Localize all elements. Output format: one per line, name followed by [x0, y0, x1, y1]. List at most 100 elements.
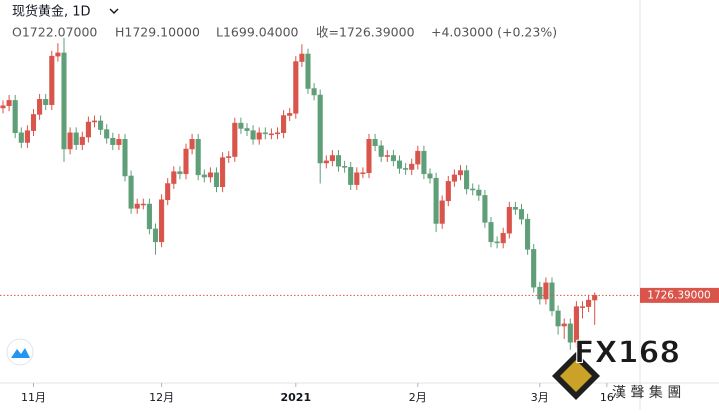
candle-body	[98, 120, 104, 130]
candle-body	[128, 175, 134, 209]
candle-body	[500, 232, 506, 244]
candle-body	[55, 52, 61, 57]
header: 现货黄金, 1D O1722.07000 H1729.10000 L1699.0…	[12, 4, 557, 40]
candle-body	[43, 99, 49, 105]
candle-body	[207, 172, 213, 178]
candle-body	[329, 155, 335, 162]
candle-body	[403, 168, 409, 170]
candle-body	[146, 203, 152, 230]
open-value: O1722.07000	[12, 25, 97, 40]
candle-body	[6, 100, 12, 107]
logo-circle[interactable]	[6, 338, 34, 366]
candle-body	[537, 286, 543, 300]
x-tick-label: 16	[600, 391, 614, 404]
candle-body	[384, 155, 390, 157]
low-value: L1699.04000	[216, 25, 299, 40]
candle-body	[262, 132, 268, 135]
x-tick-label: 11月	[21, 391, 46, 404]
candle-body	[512, 207, 518, 210]
candle-body	[378, 145, 384, 157]
candle-body	[213, 172, 220, 188]
candle-body	[360, 172, 366, 174]
candle-body	[525, 218, 531, 250]
candle-body	[73, 132, 79, 145]
change-value: +4.03000 (+0.23%)	[431, 25, 557, 40]
candle-body	[579, 306, 586, 308]
candle-body	[573, 306, 579, 343]
candle-body	[531, 249, 537, 288]
candle-body	[238, 122, 244, 129]
candle-body	[37, 99, 43, 115]
close-value: 收=1726.39000	[316, 25, 415, 40]
candle-body	[268, 133, 274, 136]
candle-body	[305, 53, 311, 89]
watermark-subtitle: 漢 聲 集 團	[612, 384, 681, 401]
candle-body	[366, 139, 372, 173]
candle-body	[226, 156, 232, 158]
candle-body	[427, 173, 433, 179]
interval-chevron[interactable]	[109, 8, 119, 14]
candle-body	[409, 163, 415, 170]
candle-body	[256, 132, 262, 140]
x-tick-label: 2月	[409, 391, 427, 404]
candle-body	[165, 183, 171, 200]
candle-body	[451, 174, 457, 182]
candle-body	[134, 203, 140, 209]
candle-body	[281, 115, 287, 134]
candle-body	[586, 299, 592, 307]
candle-body	[433, 177, 439, 224]
candle-body	[390, 155, 396, 162]
candle-body	[555, 310, 561, 327]
candle-body	[354, 172, 360, 185]
candle-body	[311, 88, 317, 96]
candle-body	[293, 61, 299, 114]
candle-body	[274, 132, 281, 135]
candle-body	[152, 228, 159, 243]
candle-body	[457, 170, 464, 176]
watermark-logo: FX168	[574, 336, 680, 371]
candle-body	[470, 188, 476, 191]
candle-body	[116, 139, 122, 145]
candle-body	[61, 52, 67, 150]
candle-body	[506, 207, 512, 234]
candle-body	[567, 323, 573, 343]
watermark-diamond-inner	[560, 360, 592, 392]
candle-body	[183, 148, 189, 175]
candle-body	[421, 150, 427, 175]
candle-body	[67, 132, 73, 150]
logo-mark[interactable]	[11, 348, 30, 358]
candle-body	[195, 139, 201, 176]
candle-body	[85, 121, 91, 138]
candle-body	[299, 53, 305, 62]
candle-body	[110, 137, 116, 145]
last-price-tag	[640, 287, 719, 303]
candle-body	[323, 160, 329, 164]
candle-body	[415, 150, 421, 165]
candle-body	[464, 170, 470, 190]
candle-body	[140, 203, 146, 206]
tv-logo[interactable]	[6, 338, 34, 366]
candle-body	[549, 282, 555, 312]
symbol-title[interactable]: 现货黄金, 1D	[12, 4, 91, 20]
high-value: H1729.10000	[115, 25, 200, 40]
candle-body	[372, 139, 378, 146]
last-price-label: 1726.39000	[647, 289, 710, 301]
candle-body	[220, 157, 226, 188]
candle-body	[543, 282, 549, 300]
candle-body	[24, 130, 30, 143]
candle-body	[488, 222, 494, 243]
candle-body	[287, 113, 293, 116]
candle-body	[189, 139, 195, 150]
x-tick-label: 12月	[149, 391, 174, 404]
candle-body	[18, 132, 24, 143]
candle-body	[335, 155, 342, 167]
candle-body	[439, 200, 445, 224]
candle-body	[91, 120, 98, 123]
candle-body	[482, 195, 488, 223]
candle-body	[159, 199, 165, 243]
candle-body	[476, 189, 482, 196]
candle-body	[232, 122, 238, 157]
candle-body	[445, 181, 451, 202]
x-tick-label: 2021	[280, 391, 311, 404]
